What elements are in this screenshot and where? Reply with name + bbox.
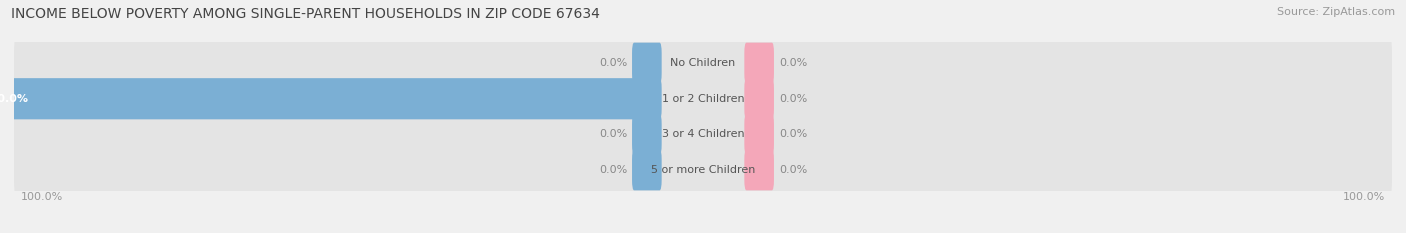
FancyBboxPatch shape [633, 114, 662, 155]
FancyBboxPatch shape [633, 43, 662, 84]
Text: 0.0%: 0.0% [599, 165, 627, 175]
FancyBboxPatch shape [744, 114, 773, 155]
FancyBboxPatch shape [14, 141, 1392, 199]
FancyBboxPatch shape [0, 78, 662, 119]
FancyBboxPatch shape [14, 34, 1392, 92]
Text: Source: ZipAtlas.com: Source: ZipAtlas.com [1277, 7, 1395, 17]
Text: No Children: No Children [671, 58, 735, 68]
Text: 100.0%: 100.0% [0, 94, 30, 104]
Text: 1 or 2 Children: 1 or 2 Children [662, 94, 744, 104]
Text: 0.0%: 0.0% [779, 58, 807, 68]
FancyBboxPatch shape [14, 70, 1392, 127]
FancyBboxPatch shape [744, 149, 773, 190]
Text: 100.0%: 100.0% [1343, 192, 1385, 202]
Text: 100.0%: 100.0% [21, 192, 63, 202]
Text: 3 or 4 Children: 3 or 4 Children [662, 129, 744, 139]
FancyBboxPatch shape [633, 149, 662, 190]
Text: 0.0%: 0.0% [779, 165, 807, 175]
Text: 0.0%: 0.0% [779, 129, 807, 139]
Text: 5 or more Children: 5 or more Children [651, 165, 755, 175]
FancyBboxPatch shape [14, 106, 1392, 163]
FancyBboxPatch shape [744, 78, 773, 119]
Text: INCOME BELOW POVERTY AMONG SINGLE-PARENT HOUSEHOLDS IN ZIP CODE 67634: INCOME BELOW POVERTY AMONG SINGLE-PARENT… [11, 7, 600, 21]
FancyBboxPatch shape [744, 43, 773, 84]
Text: 0.0%: 0.0% [599, 58, 627, 68]
Text: 0.0%: 0.0% [779, 94, 807, 104]
Text: 0.0%: 0.0% [599, 129, 627, 139]
